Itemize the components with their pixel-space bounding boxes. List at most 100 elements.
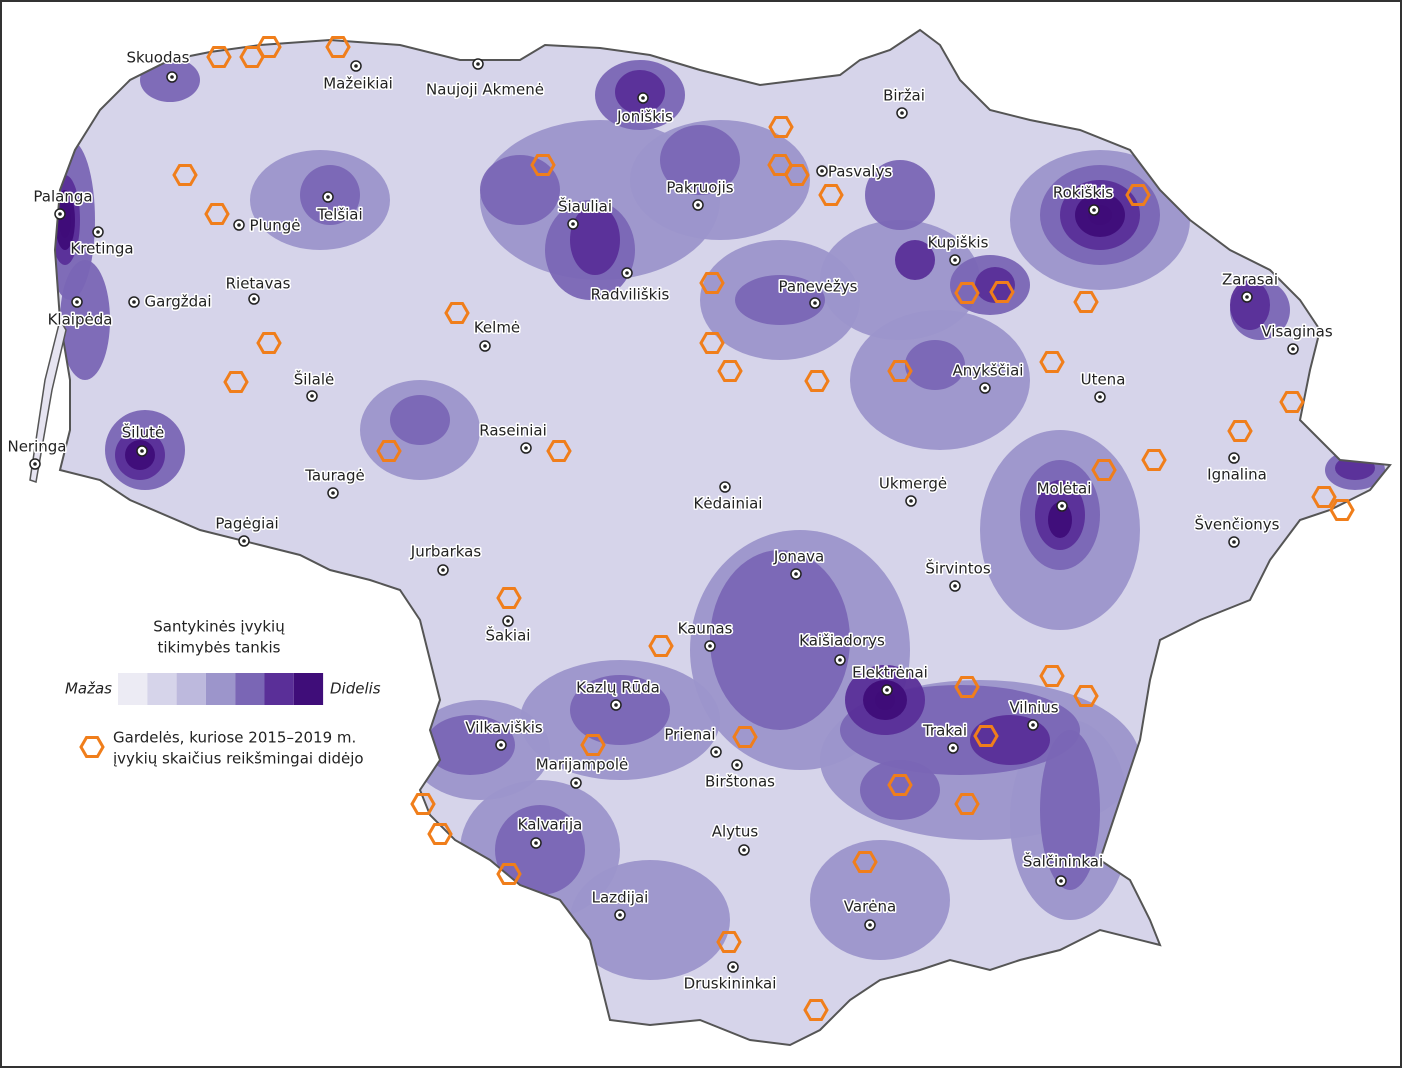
city-label: Klaipėda xyxy=(48,311,113,329)
hex-marker xyxy=(717,360,743,382)
density-blob xyxy=(820,220,980,340)
city-dot-center xyxy=(909,499,913,503)
city-label: Alytus xyxy=(712,823,759,841)
city-dot-center xyxy=(983,386,987,390)
city-dot-center xyxy=(951,746,955,750)
density-blob xyxy=(710,550,850,730)
hex-marker xyxy=(1125,184,1151,206)
city-dot-center xyxy=(140,449,144,453)
city-label: Kėdainiai xyxy=(694,495,763,513)
city-label: Druskininkai xyxy=(684,975,777,993)
density-blob xyxy=(480,155,560,225)
hex-marker xyxy=(427,823,453,845)
density-blob xyxy=(660,125,740,195)
hex-marker xyxy=(732,726,758,748)
city-dot-center xyxy=(441,568,445,572)
city-dot-center xyxy=(170,75,174,79)
city-dot-center xyxy=(794,572,798,576)
city-label: Kaišiadorys xyxy=(799,632,885,650)
legend: Santykinės įvykių tikimybės tankis Mažas… xyxy=(65,618,381,768)
hex-marker xyxy=(784,164,810,186)
hex-marker xyxy=(803,999,829,1021)
city-label: Lazdijai xyxy=(592,889,649,907)
ramp-swatch xyxy=(293,673,324,705)
legend-high: Didelis xyxy=(330,680,381,698)
ramp-swatch xyxy=(118,673,148,705)
city-label: Panevėžys xyxy=(779,278,858,296)
cities: Skuodas Mažeikiai Naujoji Akmenė Joniškis Bi… xyxy=(6,47,1334,994)
city-dot-center xyxy=(735,763,739,767)
city-label: Šilalė xyxy=(294,370,334,389)
city-dot-center xyxy=(1098,395,1102,399)
density-blob xyxy=(810,840,950,960)
hex-marker xyxy=(699,272,725,294)
city-dot-center xyxy=(742,848,746,852)
city-label: Pasvalys xyxy=(828,163,892,181)
hex-marker xyxy=(580,734,606,756)
city-dot-center xyxy=(310,394,314,398)
density-blob xyxy=(895,240,935,280)
city-dot-center xyxy=(506,619,510,623)
city-dot-center xyxy=(326,195,330,199)
city-label: Skuodas xyxy=(127,49,190,67)
city-label: Vilnius xyxy=(1009,699,1058,717)
density-blob xyxy=(425,715,515,775)
city-dot-center xyxy=(1060,504,1064,508)
hex-marker xyxy=(699,332,725,354)
city-label: Utena xyxy=(1081,371,1126,389)
hex-marker xyxy=(376,440,402,462)
city-dot-center xyxy=(625,271,629,275)
hex-marker xyxy=(989,281,1015,303)
city-label: Šalčininkai xyxy=(1023,852,1103,871)
city-dot-center xyxy=(354,64,358,68)
hex-marker xyxy=(1039,665,1065,687)
hex-marker xyxy=(1329,499,1355,521)
city-dot-center xyxy=(242,539,246,543)
city-dot-center xyxy=(1059,879,1063,883)
city-label: Jonava xyxy=(773,548,824,566)
city-dot-center xyxy=(132,300,136,304)
ramp-swatch xyxy=(147,673,177,705)
density-blob xyxy=(570,675,670,745)
hex-marker xyxy=(204,203,230,225)
city-dot-center xyxy=(1031,723,1035,727)
city-label: Švenčionys xyxy=(1195,515,1280,534)
city-dot-center xyxy=(731,965,735,969)
city-label: Naujoji Akmenė xyxy=(426,81,544,99)
city-dot-center xyxy=(838,658,842,662)
density-blob xyxy=(190,80,310,160)
legend-low: Mažas xyxy=(65,680,112,698)
hex-marker xyxy=(1311,486,1337,508)
city-dot-center xyxy=(953,584,957,588)
city-label: Prienai xyxy=(664,726,715,744)
city-dot-center xyxy=(571,222,575,226)
city-label: Šakiai xyxy=(486,626,531,645)
hex-marker xyxy=(223,371,249,393)
city-dot-center xyxy=(708,644,712,648)
city-dot-center xyxy=(58,212,62,216)
city-label: Kaunas xyxy=(678,620,733,638)
hex-marker xyxy=(954,282,980,304)
hex-marker xyxy=(256,332,282,354)
city-label: Ignalina xyxy=(1207,466,1267,484)
hex-marker xyxy=(1073,685,1099,707)
density-blob xyxy=(59,202,71,238)
city-dot-center xyxy=(641,96,645,100)
city-label: Plungė xyxy=(250,217,301,235)
hex-marker xyxy=(546,440,572,462)
city-label: Molėtai xyxy=(1037,480,1092,498)
city-label: Šiauliai xyxy=(558,197,612,216)
city-label: Telšiai xyxy=(316,206,362,224)
city-label: Tauragė xyxy=(304,467,365,485)
density-blob xyxy=(60,260,110,380)
city-label: Anykščiai xyxy=(953,362,1024,380)
hex-legend-label: įvykių skaičius reikšmingai didėjo xyxy=(113,750,364,768)
city-dot-center xyxy=(499,743,503,747)
density-blob xyxy=(860,760,940,820)
hex-marker xyxy=(954,793,980,815)
hex-marker xyxy=(256,36,282,58)
curonian-spit xyxy=(29,318,67,483)
density-blob xyxy=(615,70,665,114)
hex-marker xyxy=(973,725,999,747)
city-label: Mažeikiai xyxy=(323,75,393,93)
